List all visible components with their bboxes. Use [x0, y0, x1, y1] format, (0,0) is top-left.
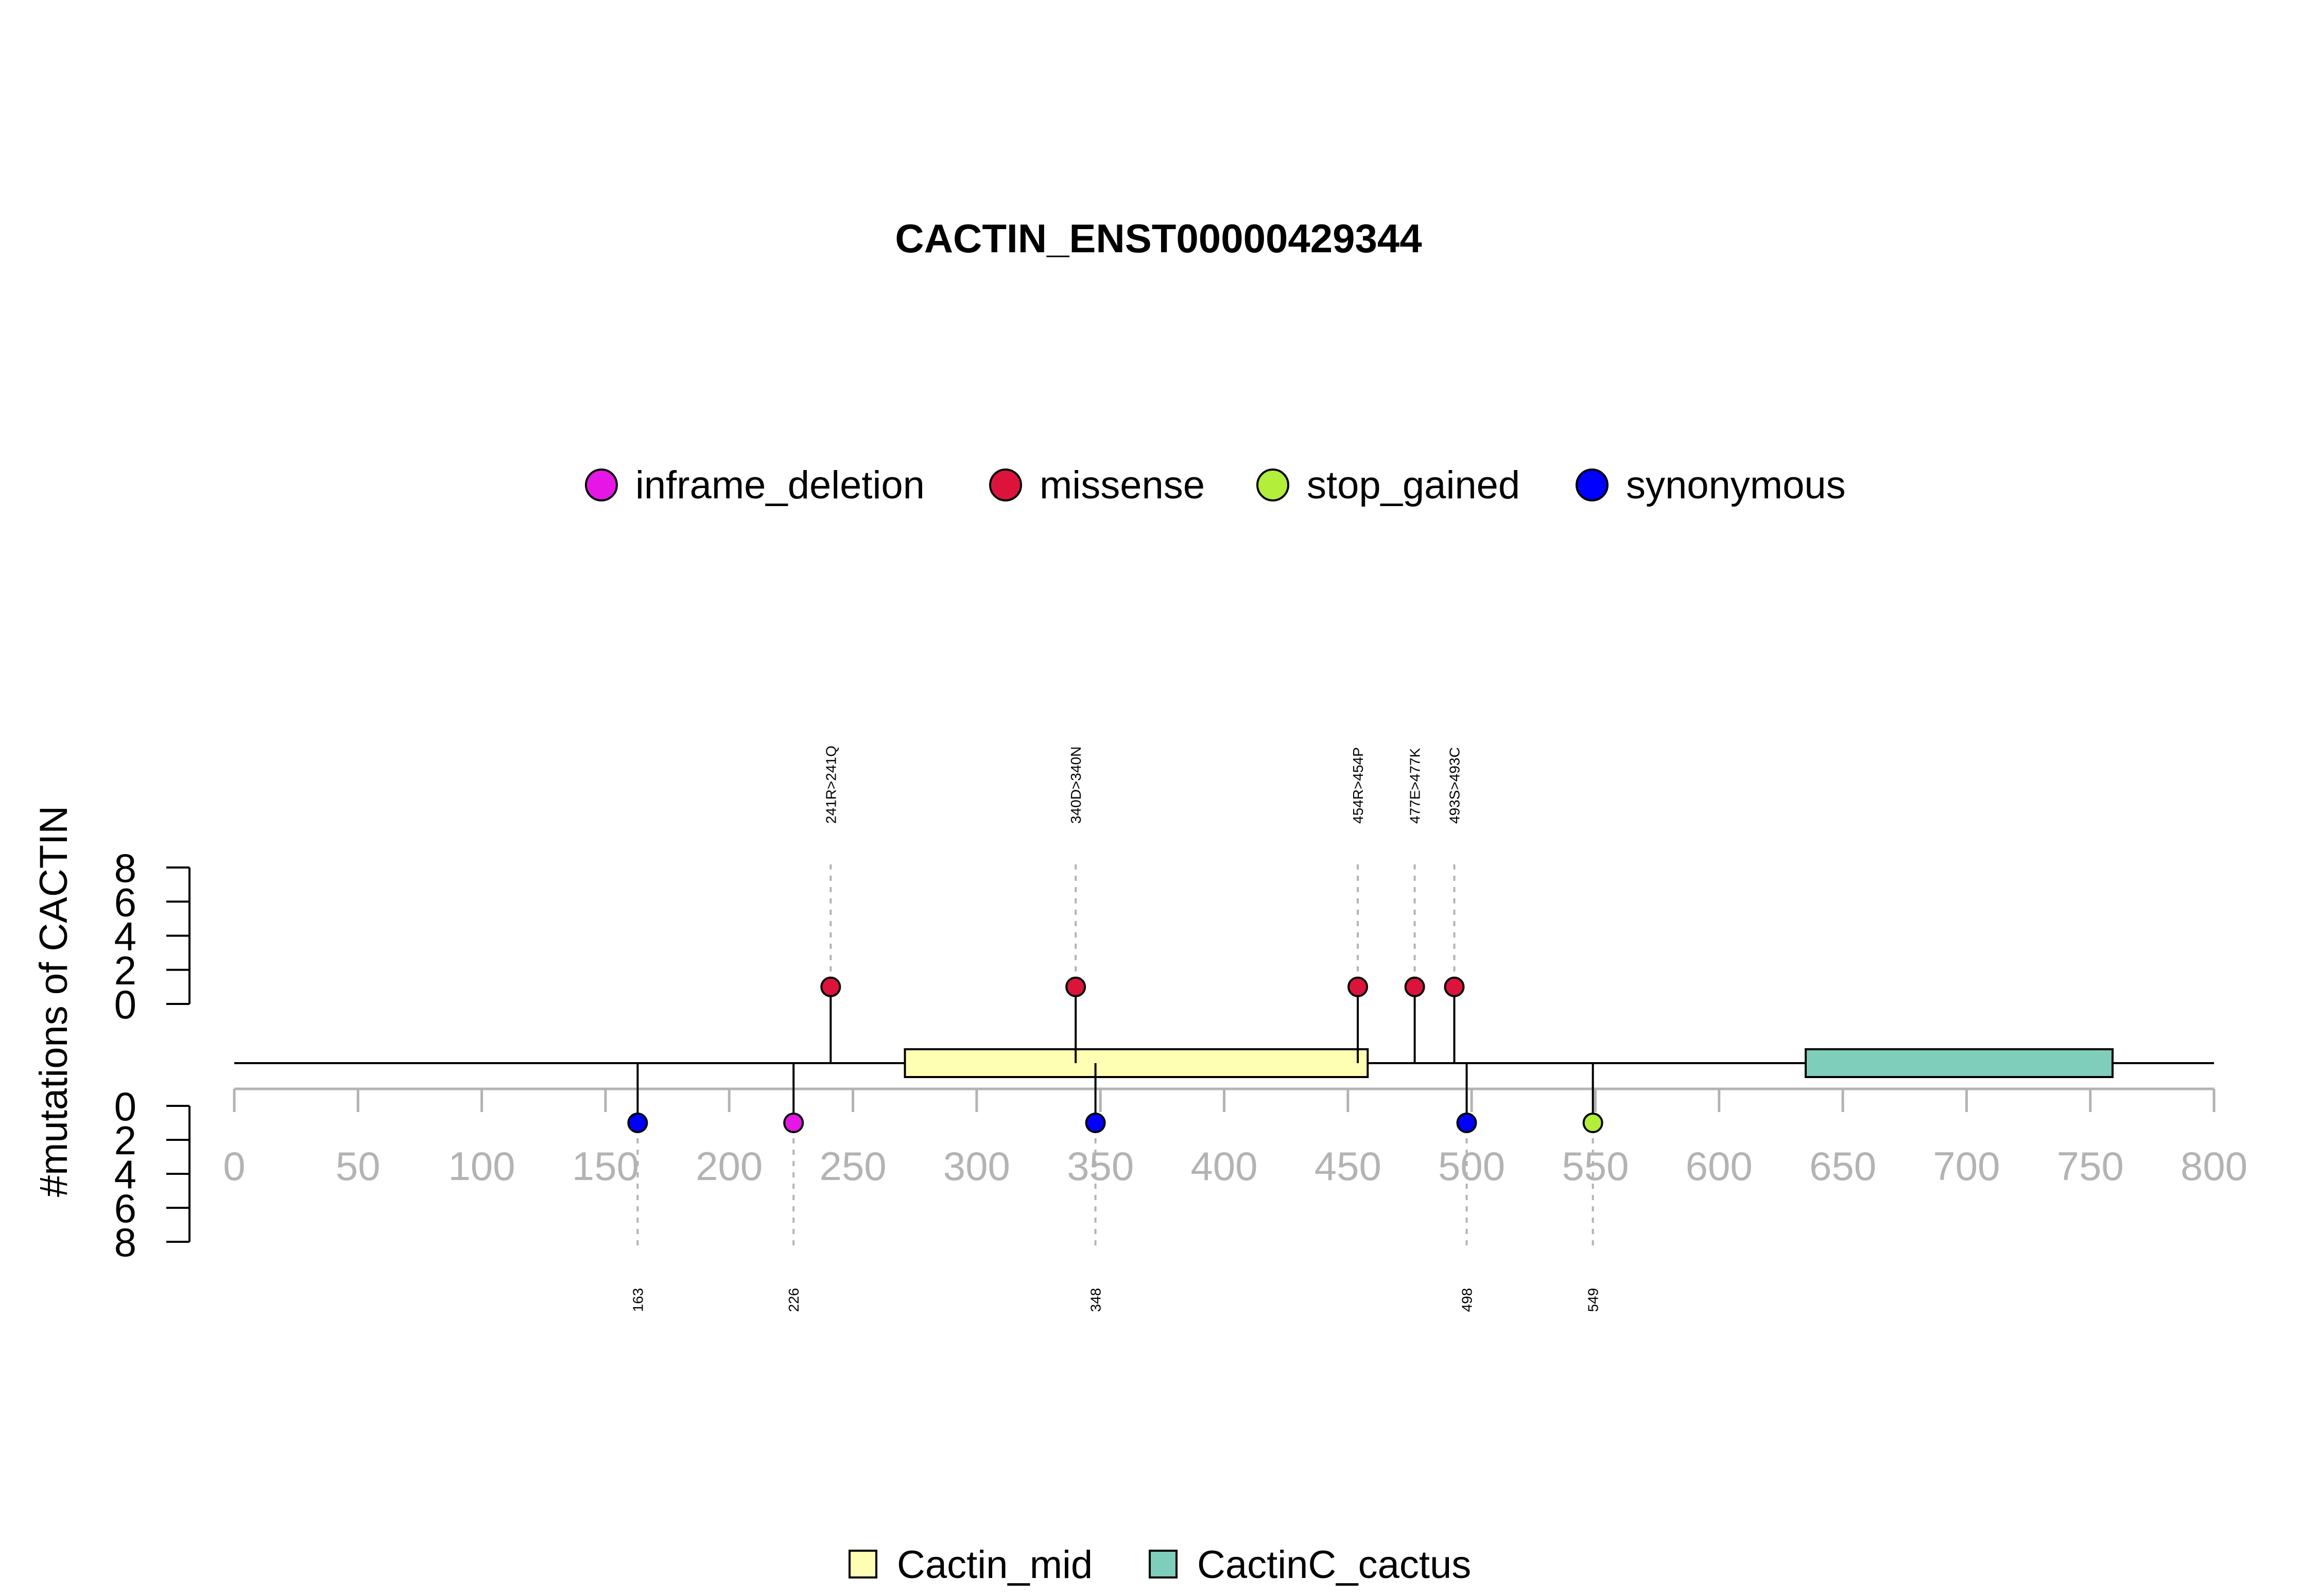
- bottom-mutation-label: 226: [786, 1288, 802, 1312]
- legend-marker-missense: [989, 469, 1022, 501]
- domain-Cactin_mid: [904, 1048, 1369, 1078]
- y-tick-label-top: 8: [114, 845, 136, 891]
- chart-title: CACTIN_ENST00000429344: [895, 216, 1422, 261]
- bottom-mutation-point-synonymous: [1085, 1113, 1106, 1133]
- y-tick-label-top: 4: [114, 914, 136, 959]
- domain-legend-swatch-Cactin_mid: [849, 1550, 877, 1578]
- bottom-mutation-label: 163: [630, 1288, 646, 1312]
- y-tick-label-bottom: 0: [114, 1084, 136, 1129]
- x-tick-label: 500: [1438, 1143, 1505, 1189]
- x-axis: 0 50 100 150 200 250 300 350 400 450 500 550 600 650 7…: [223, 1087, 2247, 1189]
- x-tick-label: 700: [1933, 1143, 2000, 1189]
- legend-marker-synonymous: [1576, 469, 1609, 501]
- top-mutation-label: 493S>493C: [1446, 747, 1462, 824]
- top-mutation-point-missense: [1065, 976, 1086, 997]
- x-tick-label: 600: [1686, 1143, 1753, 1189]
- mutation-points: [627, 976, 1603, 1133]
- x-tick-label: 550: [1562, 1143, 1629, 1189]
- domain-legend: Cactin_mid CactinC_cactus: [849, 1543, 1471, 1587]
- bottom-mutation-point-stop_gained: [1582, 1113, 1603, 1133]
- y-tick-label-bottom: 6: [114, 1186, 136, 1231]
- bottom-mutation-label: 348: [1088, 1288, 1104, 1312]
- x-tick-label: 450: [1315, 1143, 1381, 1189]
- legend-label-stop_gained: stop_gained: [1307, 463, 1520, 507]
- x-tick-label: 250: [819, 1143, 886, 1189]
- domain-legend-label-CactinC_cactus: CactinC_cactus: [1197, 1543, 1471, 1587]
- domain-CactinC_cactus: [1804, 1048, 2114, 1078]
- domain-legend-swatch-CactinC_cactus: [1149, 1550, 1178, 1578]
- bottom-mutation-label: 549: [1585, 1288, 1601, 1312]
- top-mutation-label: 477E>477K: [1407, 748, 1423, 824]
- x-tick-label: 50: [336, 1143, 381, 1189]
- legend-marker-stop_gained: [1256, 469, 1289, 501]
- x-tick-label: 100: [448, 1143, 515, 1189]
- x-tick-label: 0: [223, 1143, 245, 1189]
- x-tick-label: 350: [1067, 1143, 1134, 1189]
- top-mutation-point-missense: [1444, 976, 1465, 997]
- legend-label-synonymous: synonymous: [1626, 463, 1846, 507]
- legend-marker-inframe_deletion: [585, 469, 618, 501]
- protein-domains: [904, 1048, 2114, 1078]
- y-tick-label-top: 0: [114, 982, 136, 1027]
- bottom-mutation-point-inframe_deletion: [783, 1113, 804, 1133]
- bottom-mutation-point-synonymous: [627, 1113, 648, 1133]
- x-tick-label: 750: [2057, 1143, 2124, 1189]
- x-tick-label: 200: [696, 1143, 763, 1189]
- y-tick-label-top: 2: [114, 948, 136, 993]
- bottom-mutation-point-synonymous: [1456, 1113, 1477, 1133]
- top-mutation-label: 454R>454P: [1350, 747, 1366, 824]
- top-mutation-point-missense: [1347, 976, 1369, 997]
- y-tick-label-bottom: 8: [114, 1220, 136, 1265]
- legend-label-inframe_deletion: inframe_deletion: [635, 463, 925, 507]
- y-tick-label-bottom: 4: [114, 1152, 136, 1197]
- mutation-legend: inframe_deletion missense stop_gained synon…: [585, 463, 1846, 507]
- bottom-mutation-label: 498: [1459, 1288, 1475, 1312]
- domain-legend-label-Cactin_mid: Cactin_mid: [897, 1543, 1093, 1587]
- top-mutation-label: 241R>241Q: [823, 745, 839, 824]
- top-mutation-point-missense: [820, 976, 841, 997]
- y-axis-label: #mutations of CACTIN: [32, 806, 76, 1197]
- x-tick-label: 150: [572, 1143, 639, 1189]
- x-tick-label: 400: [1190, 1143, 1257, 1189]
- y-tick-label-top: 6: [114, 879, 136, 925]
- top-mutation-point-missense: [1404, 976, 1425, 997]
- top-mutation-label: 340D>340N: [1068, 747, 1084, 824]
- x-tick-label: 650: [1809, 1143, 1876, 1189]
- mutation-stems: 241R>241Q 340D>340N 454R>454P 477E>477K 493S…: [630, 745, 1601, 1312]
- x-tick-label: 300: [943, 1143, 1010, 1189]
- legend-label-missense: missense: [1040, 463, 1205, 507]
- y-tick-label-bottom: 2: [114, 1118, 136, 1163]
- x-tick-label: 800: [2181, 1143, 2247, 1189]
